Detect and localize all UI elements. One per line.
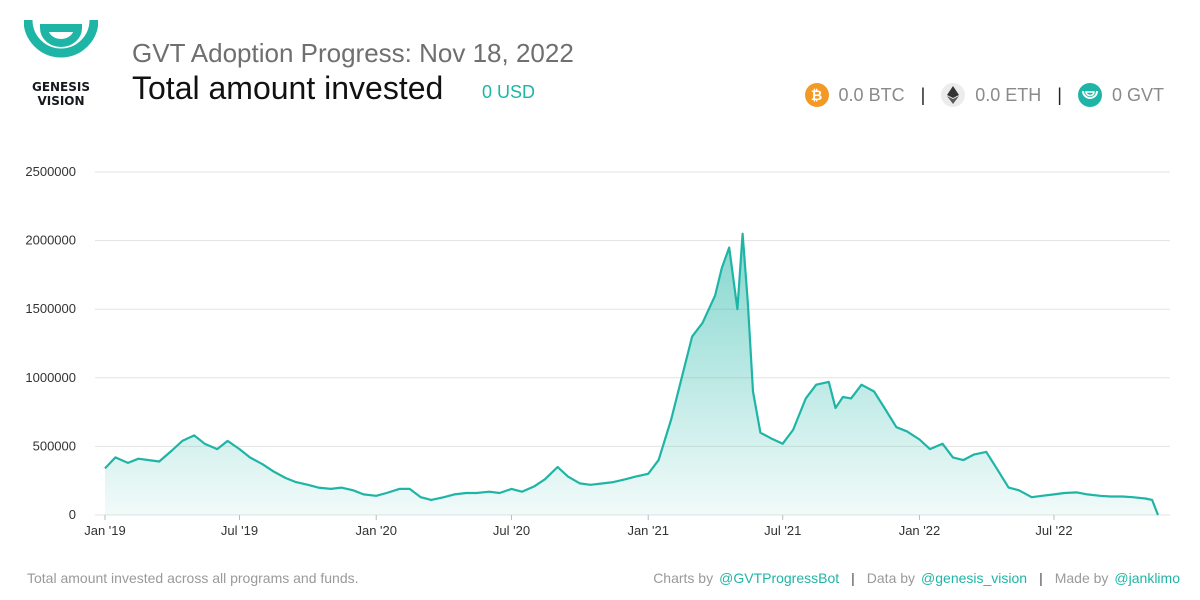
y-tick-label: 2500000	[25, 164, 76, 179]
x-tick-label: Jan '21	[627, 523, 669, 538]
x-tick-label: Jan '20	[355, 523, 397, 538]
chart-caption: Total amount invested across all program…	[27, 570, 359, 586]
logo-text-line2: VISION	[37, 94, 85, 108]
eth-amount: 0.0 ETH	[975, 84, 1042, 105]
series-line	[104, 232, 1160, 516]
data-by-link[interactable]: @genesis_vision	[921, 570, 1028, 586]
y-tick-label: 1000000	[25, 370, 76, 385]
separator: |	[1039, 570, 1043, 586]
btc-amount: 0.0 BTC	[838, 84, 905, 105]
gvt-icon	[1077, 83, 1102, 107]
invested-area-chart: 0 500000 1000000 1500000 2000000 2500000 Jan …	[25, 164, 1170, 538]
separator: |	[1057, 84, 1062, 105]
logo-icon	[24, 19, 98, 58]
separator: |	[920, 84, 926, 105]
y-tick-label: 1500000	[25, 301, 76, 316]
gvt-amount: 0 GVT	[1111, 84, 1164, 105]
charts-by-link[interactable]: @GVTProgressBot	[719, 570, 840, 586]
charts-by-label: Charts by	[653, 570, 714, 586]
logo-text-line1: GENESIS	[31, 80, 91, 94]
data-by-label: Data by	[866, 570, 916, 586]
made-by-label: Made by	[1054, 570, 1109, 586]
y-tick-label: 2000000	[25, 233, 76, 248]
x-axis: Jan '19 Jul '19 Jan '20 Jul '20 Jan '21 Jul '…	[84, 515, 1073, 538]
made-by-link[interactable]: @janklimo	[1114, 570, 1180, 586]
x-tick-label: Jan '22	[899, 523, 941, 538]
x-tick-label: Jul '19	[221, 523, 258, 538]
x-tick-label: Jul '20	[493, 523, 530, 538]
series-area	[105, 233, 1158, 515]
bitcoin-icon: ₿	[804, 83, 829, 107]
x-tick-label: Jul '22	[1035, 523, 1072, 538]
credits: Charts by @GVTProgressBot | Data by @gen…	[653, 570, 1180, 586]
separator: |	[851, 570, 855, 586]
ethereum-icon	[941, 83, 966, 107]
y-tick-label: 500000	[33, 438, 76, 453]
usd-value: 0 USD	[482, 82, 536, 102]
y-tick-label: 0	[69, 507, 76, 522]
x-tick-label: Jul '21	[764, 523, 801, 538]
logo-text: GENESIS VISION	[22, 80, 100, 108]
x-tick-label: Jan '19	[84, 523, 126, 538]
page-title: Total amount invested	[132, 70, 444, 106]
genesis-vision-logo: GENESIS VISION	[22, 14, 100, 114]
holdings-summary: ₿ 0.0 BTC | 0.0 ETH | 0 GVT	[804, 82, 1164, 108]
y-axis: 0 500000 1000000 1500000 2000000 2500000	[25, 164, 76, 522]
page-subtitle: GVT Adoption Progress: Nov 18, 2022	[132, 38, 574, 68]
